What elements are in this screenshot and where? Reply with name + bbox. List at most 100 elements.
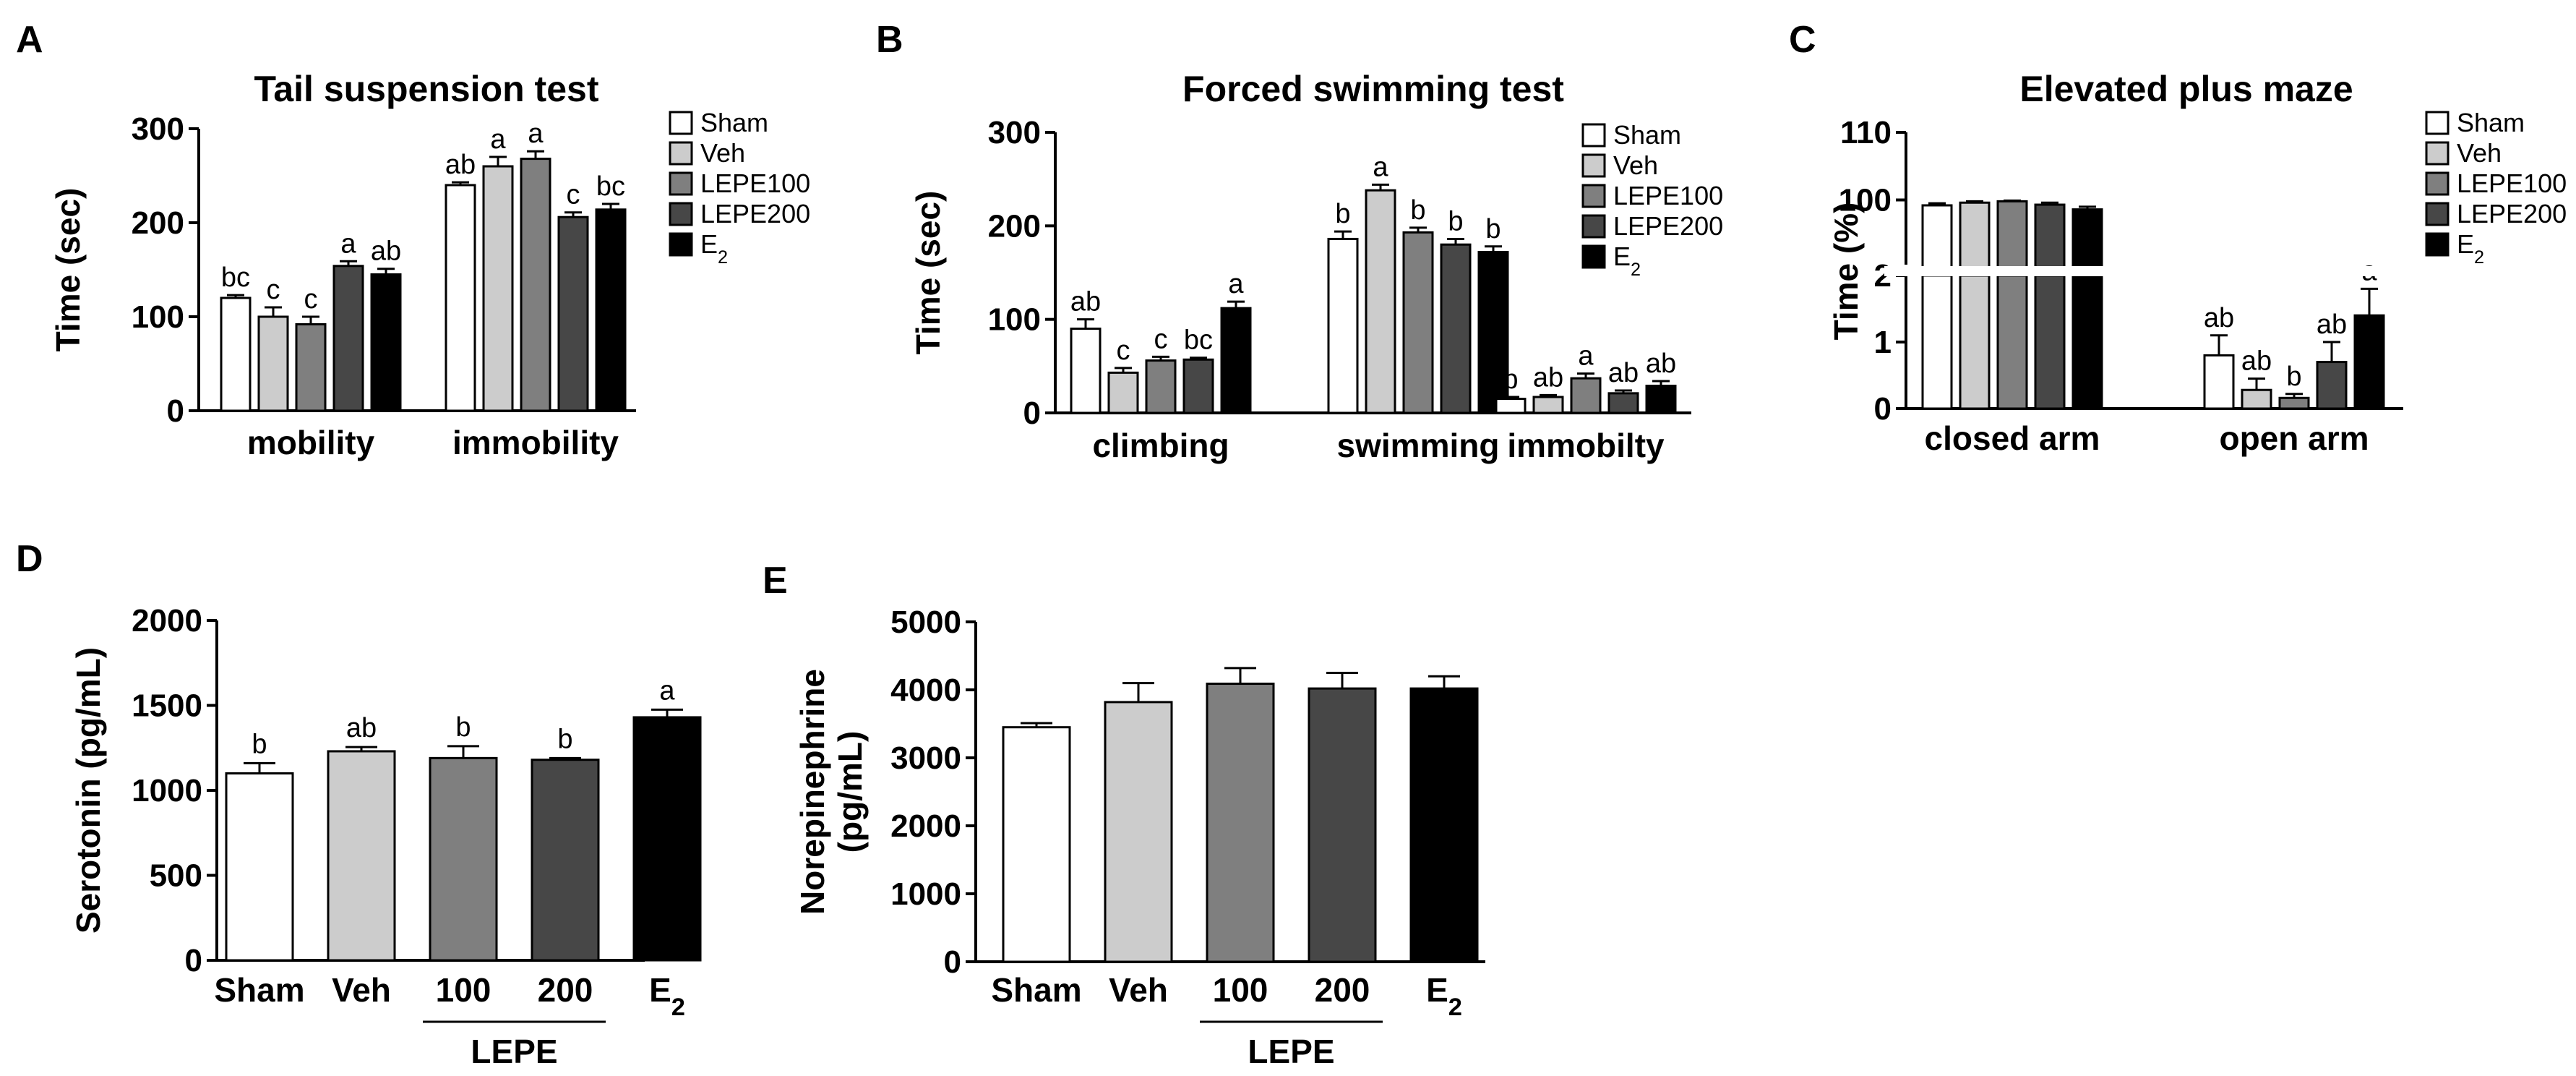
x-category-label: mobility (247, 424, 375, 461)
panel-letter-d: D (16, 538, 43, 580)
legend-swatch (2425, 232, 2450, 257)
significance-letter: a (659, 675, 675, 706)
y-tick-label: 100 (132, 299, 184, 335)
legend-swatch (2425, 202, 2450, 226)
bar-lepe100-upper (1996, 200, 2028, 269)
y-tick-label: 0 (1023, 396, 1041, 431)
panel-letter-b: B (876, 19, 903, 61)
x-category-label: 100 (436, 971, 491, 1009)
significance-letter: b (1410, 195, 1425, 226)
y-tick-label: 200 (132, 205, 184, 241)
bar-sham (220, 296, 252, 412)
bar-sham-upper (1921, 204, 1953, 269)
legend-swatch (2425, 111, 2450, 135)
legend-swatch (669, 111, 693, 135)
y-tick-label: 1000 (132, 773, 202, 808)
legend-label: Veh (700, 138, 745, 168)
bar-lepe100 (520, 158, 551, 412)
x-category-label: climbing (1092, 427, 1229, 464)
bar-veh-lower (1959, 274, 1991, 410)
y-tick-label: 1000 (890, 876, 961, 912)
significance-letter: b (1503, 364, 1518, 395)
x-category-label: Sham (991, 971, 1081, 1009)
bar-veh-upper (1959, 201, 1991, 269)
y-tick-label: 110 (1840, 115, 1892, 150)
legend-swatch (1581, 184, 1606, 208)
chart-tail-suspension: Tail suspension test Time (sec) 0 100 200 300… (49, 69, 810, 461)
significance-letter: c (304, 284, 318, 315)
significance-letter: c (267, 275, 280, 305)
lepe-group-label: LEPE (1248, 1033, 1334, 1070)
bar-sham (1002, 726, 1071, 963)
bar-e2-upper (2071, 208, 2103, 269)
significance-letter: b (455, 712, 471, 743)
x-category-label: Veh (332, 971, 391, 1009)
x-category-label: 200 (1315, 971, 1370, 1009)
x-category-label: open arm (2219, 419, 2369, 457)
legend-label: LEPE200 (1613, 211, 1723, 241)
bar-lepe200 (557, 215, 589, 412)
bar-lepe200 (531, 759, 600, 962)
y-tick-label: 4000 (890, 672, 961, 708)
y-tick-label: 1 (1874, 325, 1892, 360)
x-category-label: swimming (1337, 427, 1500, 464)
bar-veh (482, 165, 514, 412)
significance-letter: ab (2317, 309, 2347, 340)
significance-letter: bc (596, 171, 625, 202)
significance-letter: b (1335, 199, 1350, 229)
y-tick-label: 5000 (890, 605, 961, 640)
bar-veh (1532, 396, 1564, 414)
x-category-label: Sham (214, 971, 304, 1009)
bar-lepe200 (1607, 392, 1639, 414)
lepe-group-label: LEPE (471, 1033, 557, 1070)
significance-letter: c (1154, 324, 1168, 354)
significance-letter: ab (2241, 346, 2272, 377)
chart-title: Elevated plus maze (2019, 69, 2353, 109)
y-tick-label: 300 (988, 115, 1041, 150)
bar-e2 (2353, 314, 2385, 410)
legend-label: E2 (700, 229, 728, 268)
legend-label: E2 (1613, 242, 1641, 280)
y-tick-label: 3000 (890, 740, 961, 776)
y-tick-label: 100 (1839, 183, 1892, 218)
chart-norepinephrine: Norepinephrine (pg/mL) 0 1000 2000 3000 4000 50… (794, 605, 1485, 1070)
legend-label: LEPE200 (700, 199, 810, 229)
bar-lepe200 (332, 265, 364, 412)
bar-veh (2241, 388, 2272, 410)
y-tick-label: 2000 (132, 603, 202, 639)
chart-forced-swimming: Forced swimming test Time (sec) 0 100 200 300… (909, 69, 1723, 464)
bar-lepe200 (2316, 361, 2348, 410)
significance-letter: a (528, 119, 544, 149)
legend-swatch (669, 141, 693, 166)
y-axis-label: Norepinephrine (794, 669, 831, 915)
legend-swatch (1581, 123, 1606, 148)
legend-swatch (669, 202, 693, 226)
significance-letter: ab (1070, 287, 1101, 317)
significance-letter: ab (445, 150, 476, 180)
legend-label: Sham (1613, 120, 1681, 150)
bar-veh (1104, 701, 1173, 963)
significance-letter: ab (2204, 303, 2234, 333)
y-tick-label: 500 (150, 858, 202, 894)
significance-letter: a (490, 124, 506, 155)
legend-swatch (669, 232, 693, 257)
bar-veh (1107, 371, 1139, 414)
y-tick-label: 0 (167, 393, 184, 429)
bar-e2 (632, 716, 702, 962)
legend-swatch (1581, 244, 1606, 269)
significance-letter: ab (346, 713, 377, 743)
y-tick-label: 100 (988, 302, 1041, 338)
bar-sham-lower (1921, 274, 1953, 410)
significance-letter: ab (1533, 362, 1563, 393)
bar-lepe200 (1440, 243, 1472, 414)
x-category-label: E2 (1426, 971, 1462, 1021)
x-category-label: E2 (649, 971, 685, 1021)
y-tick-label: 300 (132, 111, 184, 147)
bar-sham (2203, 354, 2235, 410)
panel-letter-a: A (16, 19, 43, 61)
bar-e2 (1409, 687, 1479, 963)
legend-label: Veh (1613, 150, 1658, 180)
legend-label: E2 (2457, 229, 2484, 268)
